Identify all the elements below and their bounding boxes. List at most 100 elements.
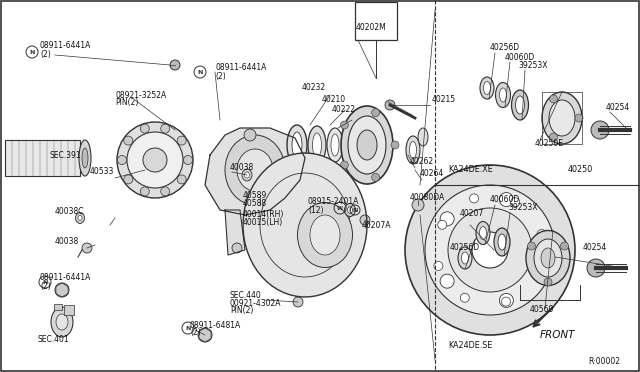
Polygon shape [225, 210, 245, 255]
Ellipse shape [331, 134, 339, 156]
Text: 39253X: 39253X [508, 203, 538, 212]
Text: 08911-6481A: 08911-6481A [190, 321, 241, 330]
Ellipse shape [348, 207, 353, 213]
Ellipse shape [476, 221, 490, 244]
Text: 40207: 40207 [460, 208, 484, 218]
Text: 40533: 40533 [90, 167, 115, 176]
Text: N: N [29, 49, 35, 55]
Text: 40060D: 40060D [505, 52, 535, 61]
Ellipse shape [418, 128, 428, 146]
Text: KA24DE.SE: KA24DE.SE [448, 340, 492, 350]
Circle shape [502, 297, 511, 306]
Text: SEC.440: SEC.440 [230, 291, 262, 299]
Text: N: N [197, 70, 203, 74]
Circle shape [232, 243, 242, 253]
Circle shape [434, 262, 443, 270]
Text: SEC.391: SEC.391 [50, 151, 82, 160]
Text: 08921-3252A: 08921-3252A [115, 90, 166, 99]
Bar [64, 305, 74, 315]
Ellipse shape [348, 116, 386, 174]
Circle shape [184, 155, 193, 164]
Ellipse shape [515, 96, 525, 114]
Ellipse shape [499, 88, 506, 102]
Text: SEC.401: SEC.401 [38, 336, 70, 344]
Circle shape [412, 199, 424, 211]
Circle shape [391, 141, 399, 149]
Ellipse shape [76, 212, 84, 224]
Text: 40264: 40264 [420, 170, 444, 179]
Ellipse shape [82, 148, 88, 168]
Circle shape [440, 274, 454, 288]
Circle shape [587, 259, 605, 277]
Ellipse shape [51, 307, 73, 337]
Circle shape [124, 136, 133, 145]
Text: 40560: 40560 [530, 305, 554, 314]
Circle shape [177, 175, 186, 184]
Text: 40015(LH): 40015(LH) [243, 218, 284, 228]
Circle shape [170, 60, 180, 70]
Text: 40202M: 40202M [356, 23, 387, 32]
Polygon shape [205, 128, 305, 215]
Text: (2): (2) [215, 71, 226, 80]
Circle shape [425, 185, 555, 315]
Circle shape [244, 129, 256, 141]
Circle shape [511, 198, 520, 207]
Circle shape [55, 283, 69, 297]
Text: 40588: 40588 [243, 199, 267, 208]
Circle shape [124, 175, 133, 184]
Circle shape [591, 121, 609, 139]
Text: 40262: 40262 [410, 157, 434, 167]
Text: 40589: 40589 [243, 190, 268, 199]
Ellipse shape [458, 247, 472, 269]
Text: 40210: 40210 [322, 96, 346, 105]
Ellipse shape [495, 83, 511, 108]
Circle shape [161, 124, 170, 133]
Ellipse shape [78, 215, 82, 221]
Circle shape [440, 212, 454, 226]
Circle shape [438, 220, 447, 229]
Bar [355, 2, 397, 40]
Ellipse shape [526, 231, 570, 285]
Circle shape [472, 232, 508, 268]
Ellipse shape [494, 228, 510, 256]
Text: FRONT: FRONT [540, 330, 575, 340]
Text: R·00002: R·00002 [588, 357, 620, 366]
Circle shape [550, 133, 557, 141]
Text: 08911-6441A: 08911-6441A [40, 273, 92, 282]
Circle shape [470, 194, 479, 203]
Ellipse shape [79, 140, 91, 176]
Circle shape [385, 100, 395, 110]
Ellipse shape [480, 77, 494, 99]
Ellipse shape [344, 203, 355, 217]
Text: (12): (12) [308, 205, 323, 215]
Ellipse shape [244, 172, 250, 178]
Ellipse shape [327, 128, 343, 162]
Ellipse shape [237, 149, 273, 191]
Circle shape [143, 148, 167, 172]
Circle shape [360, 215, 370, 225]
Text: 39253X: 39253X [518, 61, 547, 70]
Circle shape [177, 136, 186, 145]
Text: 40080DA: 40080DA [410, 193, 445, 202]
Ellipse shape [461, 252, 468, 264]
Text: KA24DE.XE: KA24DE.XE [448, 166, 493, 174]
Circle shape [550, 95, 557, 103]
Text: W: W [337, 205, 343, 211]
Text: (2): (2) [40, 51, 51, 60]
Circle shape [372, 173, 380, 181]
Circle shape [405, 165, 575, 335]
Text: 40232: 40232 [302, 83, 326, 93]
Text: 40038: 40038 [55, 237, 79, 247]
Circle shape [340, 121, 348, 129]
Text: 08911-6441A: 08911-6441A [40, 41, 92, 49]
Text: 08915-2401A: 08915-2401A [308, 198, 360, 206]
Circle shape [117, 122, 193, 198]
Ellipse shape [511, 90, 529, 120]
Text: PIN(2): PIN(2) [115, 99, 138, 108]
Bar [5, 140, 80, 176]
Text: 40038C: 40038C [55, 208, 84, 217]
Ellipse shape [242, 169, 252, 181]
Ellipse shape [483, 81, 490, 94]
Ellipse shape [292, 132, 302, 158]
Circle shape [198, 328, 212, 342]
